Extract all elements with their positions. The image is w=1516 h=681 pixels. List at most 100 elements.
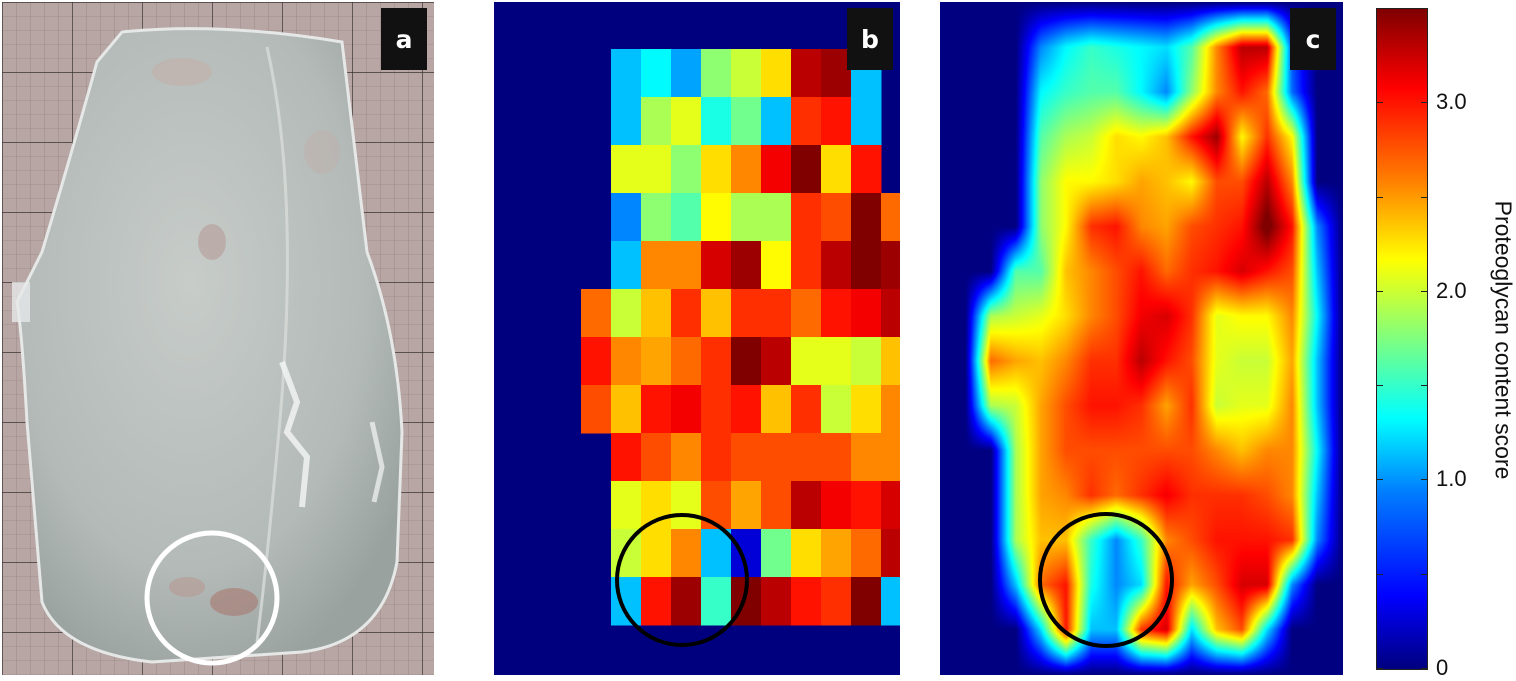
colorbar bbox=[1376, 8, 1428, 670]
panel-label-b: b bbox=[847, 8, 893, 70]
score-cell bbox=[731, 241, 762, 290]
score-cell bbox=[701, 49, 732, 98]
panel-label-a: a bbox=[381, 8, 427, 70]
colorbar-tick bbox=[1421, 291, 1428, 292]
score-cell bbox=[761, 529, 792, 578]
score-cell bbox=[641, 97, 672, 146]
score-cell bbox=[671, 481, 702, 530]
score-cell bbox=[881, 289, 900, 338]
score-cell bbox=[671, 385, 702, 434]
score-cell bbox=[851, 241, 882, 290]
score-cell bbox=[611, 193, 642, 242]
score-cell bbox=[821, 529, 852, 578]
colorbar-tick bbox=[1421, 102, 1428, 103]
colorbar-tick bbox=[1421, 479, 1428, 480]
colorbar-tick-label: 3.0 bbox=[1436, 89, 1467, 115]
score-cell bbox=[821, 289, 852, 338]
score-cell bbox=[671, 289, 702, 338]
score-cell bbox=[611, 97, 642, 146]
colorbar-tick bbox=[1376, 479, 1383, 480]
score-cell bbox=[731, 145, 762, 194]
score-cell bbox=[731, 193, 762, 242]
score-cell bbox=[611, 49, 642, 98]
score-cell bbox=[731, 97, 762, 146]
colorbar-tick bbox=[1421, 385, 1428, 386]
score-cell bbox=[791, 337, 822, 386]
score-cell bbox=[641, 337, 672, 386]
score-cell bbox=[791, 433, 822, 482]
score-cell bbox=[641, 289, 672, 338]
colorbar-tick bbox=[1421, 574, 1428, 575]
score-cell bbox=[821, 97, 852, 146]
score-cell bbox=[731, 481, 762, 530]
score-cell bbox=[641, 529, 672, 578]
colorbar-title: Proteoglycan content score bbox=[1490, 201, 1516, 480]
score-cell bbox=[761, 193, 792, 242]
colorbar-tick bbox=[1376, 291, 1383, 292]
score-cell bbox=[881, 529, 900, 578]
score-cell bbox=[671, 529, 702, 578]
interpolated-map-overlay bbox=[940, 2, 1343, 675]
score-cell bbox=[641, 385, 672, 434]
colorbar-tick-label: 1.0 bbox=[1436, 466, 1467, 492]
score-cell bbox=[611, 289, 642, 338]
colorbar-tick bbox=[1421, 197, 1428, 198]
score-cell bbox=[731, 337, 762, 386]
score-cell bbox=[791, 385, 822, 434]
score-cell bbox=[611, 529, 642, 578]
score-cell bbox=[701, 97, 732, 146]
score-cell bbox=[851, 481, 882, 530]
score-cell bbox=[761, 337, 792, 386]
colorbar-gradient bbox=[1376, 8, 1428, 670]
score-cell bbox=[671, 145, 702, 194]
score-cell bbox=[671, 193, 702, 242]
colorbar-tick bbox=[1376, 574, 1383, 575]
score-cell bbox=[581, 337, 612, 386]
score-cell bbox=[671, 241, 702, 290]
score-cell bbox=[731, 433, 762, 482]
score-cell bbox=[641, 193, 672, 242]
colorbar-tick-label: 0 bbox=[1436, 655, 1448, 681]
score-cell bbox=[611, 241, 642, 290]
score-cell bbox=[701, 385, 732, 434]
score-cell bbox=[671, 433, 702, 482]
score-cell bbox=[881, 193, 900, 242]
colorbar-tick bbox=[1376, 668, 1383, 669]
score-cell bbox=[731, 49, 762, 98]
score-cell bbox=[701, 577, 732, 626]
score-cell bbox=[851, 385, 882, 434]
score-cell bbox=[641, 145, 672, 194]
specimen-photo-panel: a bbox=[2, 2, 434, 675]
score-cell bbox=[851, 97, 882, 146]
score-cell bbox=[851, 337, 882, 386]
score-cell bbox=[671, 97, 702, 146]
score-cell bbox=[851, 193, 882, 242]
score-cell bbox=[701, 289, 732, 338]
score-cell bbox=[611, 481, 642, 530]
colorbar-tick-label: 2.0 bbox=[1436, 278, 1467, 304]
score-cell bbox=[761, 145, 792, 194]
score-cell bbox=[821, 577, 852, 626]
score-cell bbox=[881, 385, 900, 434]
score-cell bbox=[821, 433, 852, 482]
score-cell bbox=[701, 241, 732, 290]
score-cell bbox=[851, 433, 882, 482]
score-cell bbox=[791, 241, 822, 290]
score-cell bbox=[881, 337, 900, 386]
score-cell bbox=[611, 337, 642, 386]
score-cell bbox=[671, 337, 702, 386]
colorbar-tick bbox=[1376, 197, 1383, 198]
score-cell bbox=[791, 289, 822, 338]
score-cell bbox=[851, 145, 882, 194]
score-cell bbox=[761, 433, 792, 482]
score-cell bbox=[701, 337, 732, 386]
score-cell bbox=[611, 385, 642, 434]
score-cell bbox=[761, 577, 792, 626]
colorbar-tick bbox=[1421, 668, 1428, 669]
score-cell bbox=[791, 193, 822, 242]
score-cell bbox=[881, 577, 900, 626]
score-cell bbox=[701, 481, 732, 530]
score-cell bbox=[851, 529, 882, 578]
score-cell bbox=[701, 193, 732, 242]
interpolated-score-map-panel: c bbox=[940, 2, 1343, 675]
